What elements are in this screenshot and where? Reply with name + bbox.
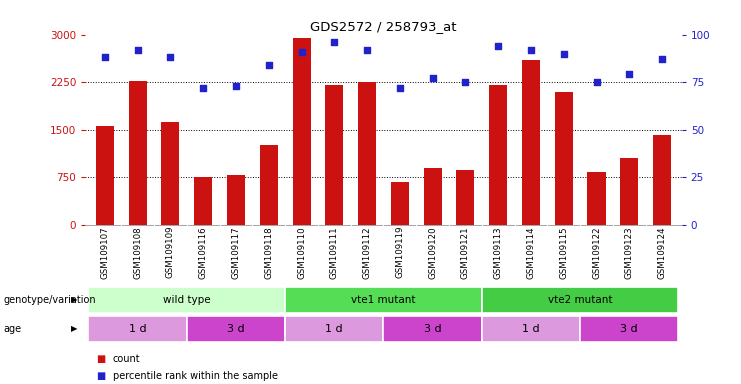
Text: vte2 mutant: vte2 mutant bbox=[548, 295, 612, 305]
Bar bbox=[88, 316, 187, 342]
Text: vte1 mutant: vte1 mutant bbox=[351, 295, 416, 305]
Text: age: age bbox=[4, 324, 21, 334]
Point bbox=[459, 79, 471, 85]
Text: ■: ■ bbox=[96, 371, 105, 381]
Bar bbox=[285, 287, 482, 313]
Text: GSM109110: GSM109110 bbox=[297, 226, 306, 278]
Text: percentile rank within the sample: percentile rank within the sample bbox=[113, 371, 278, 381]
Bar bbox=[293, 38, 310, 225]
Bar bbox=[620, 158, 638, 225]
Text: GSM109111: GSM109111 bbox=[330, 226, 339, 278]
Bar bbox=[391, 182, 409, 225]
Bar bbox=[88, 287, 285, 313]
Text: GSM109113: GSM109113 bbox=[494, 226, 502, 278]
Text: GSM109122: GSM109122 bbox=[592, 226, 601, 278]
Text: 1 d: 1 d bbox=[522, 324, 539, 334]
Bar bbox=[522, 60, 540, 225]
Point bbox=[328, 39, 340, 45]
Point bbox=[263, 62, 275, 68]
Bar bbox=[358, 82, 376, 225]
Bar bbox=[227, 175, 245, 225]
Text: GSM109124: GSM109124 bbox=[657, 226, 667, 278]
Bar bbox=[580, 316, 679, 342]
Bar bbox=[129, 81, 147, 225]
Bar bbox=[260, 145, 278, 225]
Text: GSM109117: GSM109117 bbox=[231, 226, 241, 278]
Text: ▶: ▶ bbox=[71, 295, 77, 305]
Text: 1 d: 1 d bbox=[129, 324, 147, 334]
Point bbox=[525, 47, 537, 53]
Point bbox=[427, 75, 439, 81]
Bar bbox=[588, 172, 605, 225]
Bar bbox=[424, 168, 442, 225]
Bar bbox=[187, 316, 285, 342]
Point bbox=[591, 79, 602, 85]
Point bbox=[558, 51, 570, 57]
Bar bbox=[162, 122, 179, 225]
Text: GSM109116: GSM109116 bbox=[199, 226, 207, 278]
Bar bbox=[96, 126, 114, 225]
Bar bbox=[489, 85, 507, 225]
Point bbox=[296, 49, 308, 55]
Point bbox=[99, 54, 111, 60]
Bar bbox=[482, 316, 580, 342]
Text: 3 d: 3 d bbox=[227, 324, 245, 334]
Text: GSM109114: GSM109114 bbox=[526, 226, 536, 278]
Point bbox=[656, 56, 668, 62]
Text: GSM109112: GSM109112 bbox=[362, 226, 371, 278]
Text: GSM109108: GSM109108 bbox=[133, 226, 142, 278]
Bar bbox=[285, 316, 384, 342]
Title: GDS2572 / 258793_at: GDS2572 / 258793_at bbox=[310, 20, 456, 33]
Text: GSM109118: GSM109118 bbox=[265, 226, 273, 278]
Point bbox=[361, 47, 373, 53]
Text: GSM109115: GSM109115 bbox=[559, 226, 568, 278]
Point bbox=[230, 83, 242, 89]
Point bbox=[394, 85, 406, 91]
Bar bbox=[325, 85, 343, 225]
Text: wild type: wild type bbox=[163, 295, 210, 305]
Text: GSM109107: GSM109107 bbox=[100, 226, 110, 278]
Bar bbox=[555, 92, 573, 225]
Text: 3 d: 3 d bbox=[620, 324, 638, 334]
Text: GSM109109: GSM109109 bbox=[166, 226, 175, 278]
Point bbox=[492, 43, 504, 49]
Point bbox=[165, 54, 176, 60]
Bar bbox=[194, 177, 212, 225]
Text: 3 d: 3 d bbox=[424, 324, 442, 334]
Text: GSM109119: GSM109119 bbox=[396, 226, 405, 278]
Point bbox=[197, 85, 209, 91]
Bar bbox=[482, 287, 679, 313]
Bar bbox=[384, 316, 482, 342]
Point bbox=[132, 47, 144, 53]
Text: count: count bbox=[113, 354, 140, 364]
Text: GSM109121: GSM109121 bbox=[461, 226, 470, 278]
Text: GSM109120: GSM109120 bbox=[428, 226, 437, 278]
Bar bbox=[653, 135, 671, 225]
Bar bbox=[456, 169, 474, 225]
Text: ▶: ▶ bbox=[71, 324, 77, 333]
Text: genotype/variation: genotype/variation bbox=[4, 295, 96, 305]
Text: ■: ■ bbox=[96, 354, 105, 364]
Text: 1 d: 1 d bbox=[325, 324, 343, 334]
Text: GSM109123: GSM109123 bbox=[625, 226, 634, 278]
Point bbox=[623, 71, 635, 78]
